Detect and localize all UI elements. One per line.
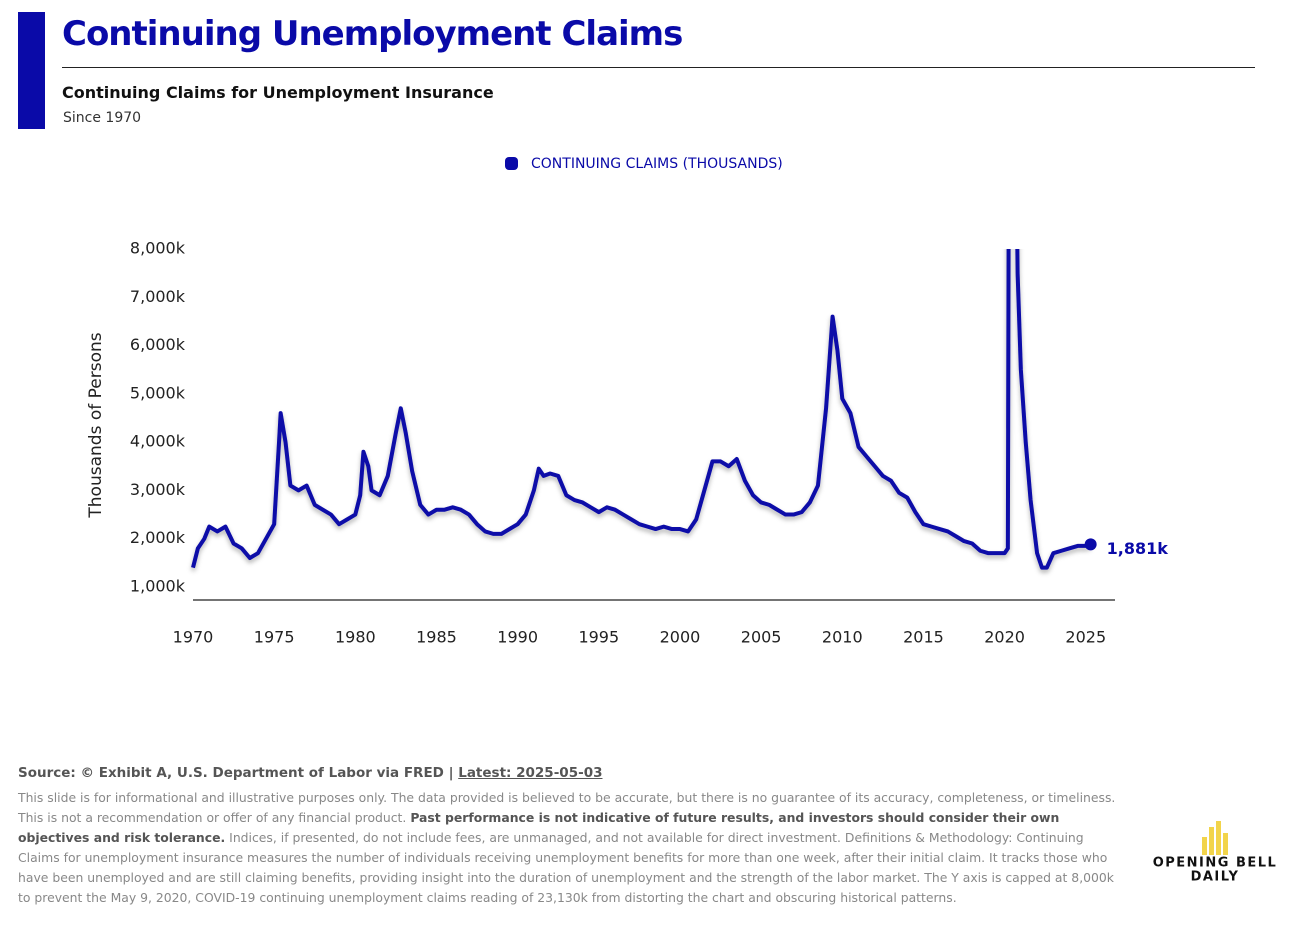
- chart: CONTINUING CLAIMS (THOUSANDS) Thousands o…: [86, 156, 1169, 647]
- disclaimer-text: Indices, if presented, do not include fe…: [18, 830, 1114, 905]
- source-text: Source: © Exhibit A, U.S. Department of …: [18, 765, 454, 781]
- x-tick-label: 1980: [335, 628, 376, 647]
- x-tick-label: 2025: [1065, 628, 1106, 647]
- rule: [62, 67, 1255, 68]
- subtitle: Continuing Claims for Unemployment Insur…: [62, 83, 494, 102]
- logo-text: OPENING BELL: [1153, 856, 1278, 871]
- y-tick-label: 6,000k: [130, 335, 186, 354]
- x-tick-label: 1985: [416, 628, 457, 647]
- since: Since 1970: [63, 110, 142, 126]
- y-tick-label: 4,000k: [130, 432, 186, 451]
- accent-bar: [18, 12, 45, 129]
- y-tick-label: 1,000k: [130, 576, 186, 595]
- value-label: 1,881k: [1107, 539, 1169, 558]
- y-tick-label: 2,000k: [130, 528, 186, 547]
- disclaimer: This slide is for informational and illu…: [18, 788, 1123, 908]
- y-tick-label: 3,000k: [130, 480, 186, 499]
- x-tick-label: 2020: [984, 628, 1025, 647]
- x-tick-label: 2005: [741, 628, 782, 647]
- y-axis-label: Thousands of Persons: [86, 332, 106, 518]
- disclaimer-text: This slide is for informational and illu…: [18, 790, 1116, 825]
- series-line: [191, 249, 1092, 570]
- latest: Latest: 2025-05-03: [458, 765, 603, 781]
- logo: OPENING BELL DAILY: [1153, 821, 1278, 885]
- disclaimer-bold: Past performance is not indicative of fu…: [18, 810, 1060, 845]
- y-tick-label: 8,000k: [130, 239, 186, 258]
- logo-text: DAILY: [1191, 870, 1240, 885]
- y-tick-label: 5,000k: [130, 383, 186, 402]
- x-tick-label: 1995: [578, 628, 619, 647]
- x-tick-label: 2010: [822, 628, 863, 647]
- x-tick-label: 1970: [173, 628, 214, 647]
- x-tick-label: 2000: [660, 628, 701, 647]
- legend-marker: [505, 157, 518, 170]
- title: Continuing Unemployment Claims: [62, 14, 683, 54]
- x-tick-label: 2015: [903, 628, 944, 647]
- x-tick-label: 1975: [254, 628, 295, 647]
- plot-area: [191, 249, 1092, 570]
- y-tick-label: 7,000k: [130, 287, 186, 306]
- source: Source: © Exhibit A, U.S. Department of …: [18, 765, 602, 781]
- legend-label: CONTINUING CLAIMS (THOUSANDS): [531, 156, 783, 172]
- x-tick-label: 1990: [497, 628, 538, 647]
- end-marker: [1084, 538, 1097, 551]
